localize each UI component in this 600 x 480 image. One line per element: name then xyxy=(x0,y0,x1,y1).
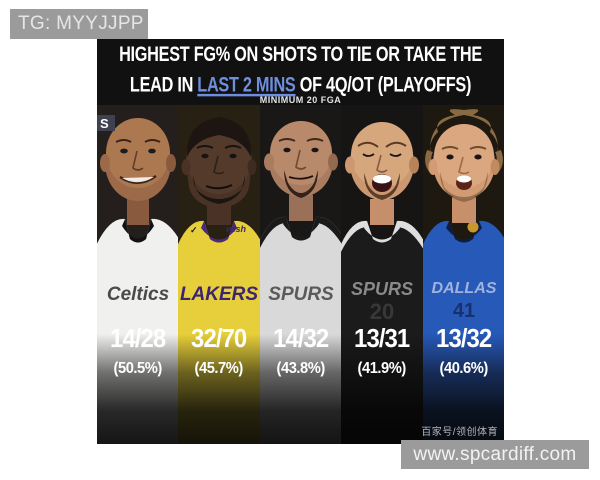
svg-text:SPURS: SPURS xyxy=(351,279,413,299)
svg-text:20: 20 xyxy=(370,299,394,324)
svg-text:LAKERS: LAKERS xyxy=(180,284,258,305)
svg-text:SPURS: SPURS xyxy=(268,284,334,305)
svg-text:Celtics: Celtics xyxy=(107,284,169,305)
svg-text:41: 41 xyxy=(452,300,474,322)
svg-text:wish: wish xyxy=(226,224,247,234)
svg-text:DALLAS: DALLAS xyxy=(431,280,496,297)
svg-text:✓: ✓ xyxy=(190,225,198,235)
